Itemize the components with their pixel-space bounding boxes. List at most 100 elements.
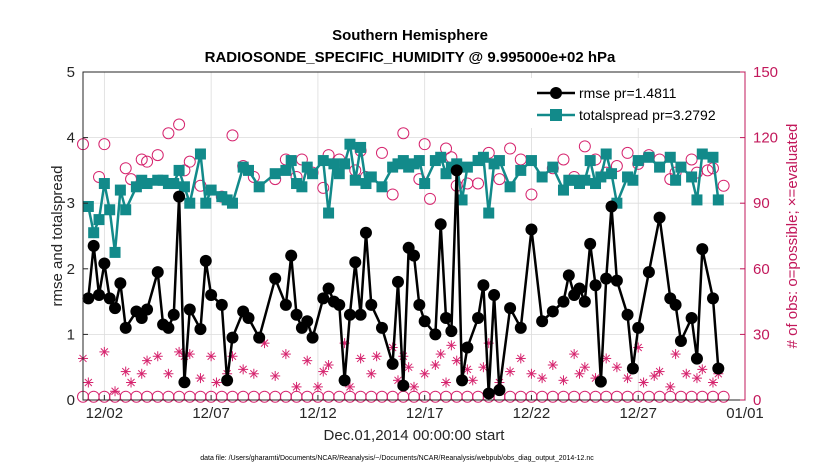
rmse-point [482,387,495,400]
totalspread-point [88,227,100,239]
obs-evaluated-point [206,351,217,362]
rmse-point [472,312,485,324]
rmse-point [87,239,100,252]
rmse-point [557,295,570,308]
totalspread-point [707,151,719,163]
rmse-point [408,249,420,262]
totalspread-point [483,207,495,219]
rmse-point [391,275,404,288]
y-tick-label: 4 [67,130,75,147]
obs-possible-point [397,127,410,140]
legend-rmse-label: rmse pr=1.4811 [579,85,677,101]
rmse-point [605,200,618,213]
x-tick-label: 12/07 [192,405,230,422]
totalspread-point [712,194,724,206]
rmse-point [584,237,597,250]
rmse-point [578,295,591,308]
y-tick-label: 3 [67,195,75,212]
y-axis-right-label: # of obs: o=possible; ×=evaluated [784,124,801,349]
obs-evaluated-point [446,340,457,351]
obs-evaluated-point [574,368,585,379]
obs-evaluated-point [409,381,419,392]
rmse-point [269,272,282,285]
totalspread-point [280,164,292,176]
obs-possible-point [386,188,399,201]
totalspread-point [435,151,447,163]
totalspread-point [168,178,180,190]
obs-evaluated-point [355,353,366,364]
obs-possible-point [504,142,517,155]
obs-evaluated-point [83,377,94,388]
legend-spread-label: totalspread pr=3.2792 [579,107,716,123]
totalspread-point [365,171,377,183]
obs-evaluated-point [136,368,147,379]
rmse-point [413,298,426,311]
rmse-point [594,375,607,388]
rmse-point [343,308,356,321]
totalspread-point [301,161,313,173]
y-axis-label: rmse and totalspread [49,166,66,307]
rmse-point [445,325,458,338]
totalspread-point [344,138,356,150]
totalspread-point [504,181,516,193]
totalspread-point [600,148,612,160]
legend: rmse pr=1.4811 totalspread pr=3.2792 [530,78,738,128]
obs-evaluated-point [515,353,526,364]
obs-evaluated-point [280,349,291,360]
obs-possible-point [151,149,164,162]
obs-evaluated-point [248,368,259,379]
x-tick-label: 01/01 [726,405,764,422]
totalspread-point [323,207,335,219]
obs-possible-point [701,164,714,177]
rmse-point [706,292,719,305]
rmse-point [429,328,442,341]
totalspread-point [253,181,265,193]
rmse-point [178,376,191,389]
chart-title: Southern Hemisphere [332,27,488,44]
totalspread-point [376,181,388,193]
legend-box [530,78,738,128]
rmse-point [621,308,634,321]
obs-possible-point [141,155,154,168]
rmse-point [685,312,698,324]
rmse-point [610,274,623,287]
totalspread-point [93,214,105,226]
y-right-tick-label: 0 [753,392,761,409]
y-tick-label: 1 [67,326,75,343]
obs-possible-point [375,146,388,159]
totalspread-point [547,161,559,173]
totalspread-point [654,161,666,173]
rmse-point [600,272,613,285]
obs-evaluated-point [270,370,281,381]
obs-evaluated-point [366,368,377,379]
obs-evaluated-point [419,368,430,379]
obs-evaluated-point [291,381,302,392]
totalspread-point [451,158,463,170]
rmse-point [301,315,314,328]
rmse-point [365,298,378,311]
totalspread-point [456,194,468,206]
totalspread-point [413,155,425,167]
y-right-tick-label: 30 [753,326,770,343]
totalspread-point [461,161,473,173]
totalspread-point [440,168,452,180]
totalspread-point [675,161,687,173]
totalspread-point [141,178,153,190]
rmse-point [375,321,388,334]
rmse-point [536,315,549,328]
rmse-point [194,323,207,336]
y-right-tick-label: 60 [753,261,770,278]
obs-evaluated-point [526,368,537,379]
totalspread-point [670,174,682,186]
rmse-point [632,321,645,334]
rmse-point [386,357,399,370]
obs-possible-point [525,188,538,201]
obs-evaluated-point [312,381,323,392]
obs-evaluated-point [638,377,649,388]
rmse-point [93,289,106,302]
obs-evaluated-point [697,364,708,375]
obs-possible-point [578,140,591,153]
obs-evaluated-point [152,351,163,362]
rmse-point [221,374,234,387]
totalspread-point [360,178,372,190]
